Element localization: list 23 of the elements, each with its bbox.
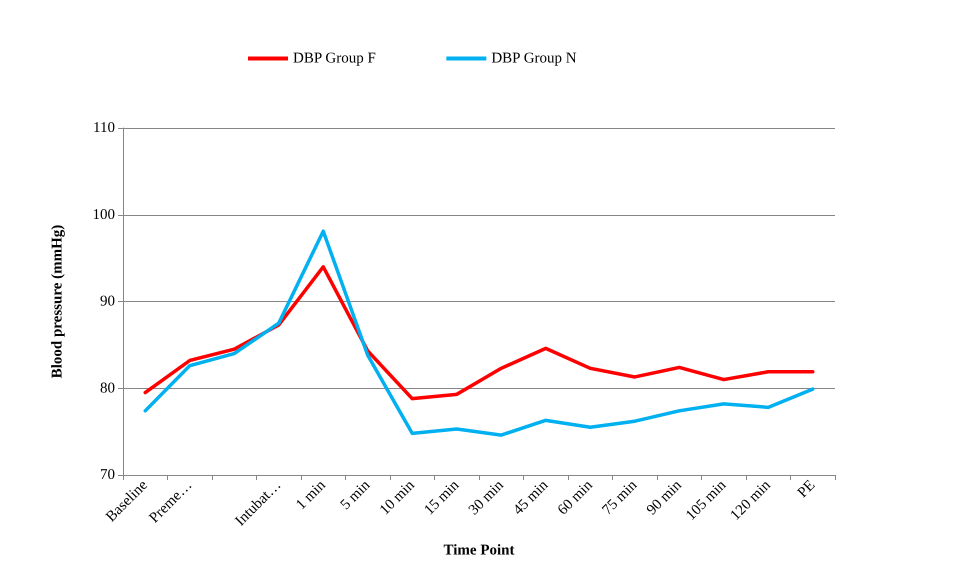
y-tick-label: 70: [100, 467, 115, 483]
x-tick-label: 60 min: [554, 476, 596, 518]
y-tick-label: 90: [100, 294, 115, 310]
y-tick-label: 110: [93, 120, 115, 136]
y-tick-label: 100: [92, 206, 115, 223]
y-axis-title: Blood pressure (mmHg): [50, 224, 66, 378]
x-tick-label: 10 min: [376, 476, 418, 518]
x-tick-label: 5 min: [338, 476, 374, 514]
line-series: [144, 229, 814, 437]
x-tick-label: 90 min: [644, 476, 686, 518]
x-tick-label: 30 min: [466, 476, 508, 518]
x-tick-label: 1 min: [293, 476, 330, 514]
line-series: [144, 265, 814, 400]
x-tick-label: 45 min: [510, 476, 552, 518]
x-tick-label: 120 min: [728, 476, 774, 524]
x-tick-label: 75 min: [599, 476, 641, 518]
x-tick-label: 15 min: [421, 476, 463, 518]
x-tick-label: PE: [794, 477, 818, 502]
legend-label: DBP Group F: [293, 50, 376, 66]
x-tick-label: 105 min: [683, 476, 730, 524]
legend-label: DBP Group N: [491, 50, 577, 66]
y-tick-label: 80: [100, 380, 115, 396]
x-axis-title: Time Point: [444, 542, 514, 558]
